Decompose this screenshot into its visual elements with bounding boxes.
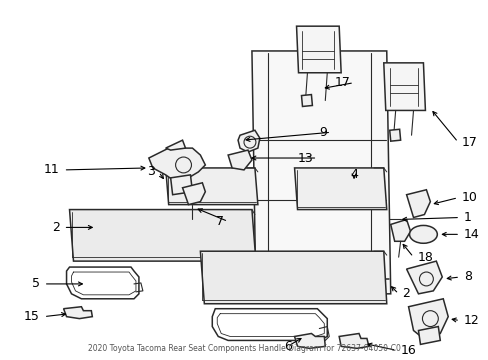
Polygon shape [165,168,257,204]
Text: 18: 18 [417,251,432,264]
Text: 13: 13 [297,152,313,165]
Polygon shape [294,333,325,348]
Polygon shape [69,210,255,261]
Ellipse shape [409,225,436,243]
Polygon shape [406,261,441,294]
Text: 17: 17 [461,136,477,149]
Polygon shape [406,190,429,217]
Text: 5: 5 [32,278,40,291]
Text: 3: 3 [146,165,155,179]
Text: 10: 10 [461,191,477,204]
Polygon shape [383,63,425,111]
Text: 9: 9 [319,126,326,139]
Text: 1: 1 [463,211,471,224]
Polygon shape [339,333,368,348]
Text: 16: 16 [400,344,416,357]
Polygon shape [389,129,400,141]
Text: 17: 17 [333,76,349,89]
Text: 11: 11 [44,163,60,176]
Text: 6: 6 [283,340,291,353]
Text: 7: 7 [216,215,224,228]
Text: 12: 12 [463,314,479,327]
Polygon shape [200,251,386,304]
Polygon shape [296,26,341,73]
Polygon shape [390,220,410,241]
Text: 8: 8 [463,270,471,283]
Text: 15: 15 [24,310,40,323]
Text: 2: 2 [52,221,60,234]
Text: 2020 Toyota Tacoma Rear Seat Components Handle Diagram for 72637-04050-C0: 2020 Toyota Tacoma Rear Seat Components … [88,344,400,353]
Polygon shape [294,168,386,210]
Polygon shape [251,51,390,294]
Polygon shape [148,148,205,182]
Text: 4: 4 [349,168,357,181]
Text: 14: 14 [463,228,479,241]
Polygon shape [63,307,92,319]
Text: 2: 2 [402,287,409,300]
Polygon shape [170,175,192,195]
Polygon shape [228,150,251,170]
Polygon shape [408,299,447,338]
Polygon shape [165,140,185,150]
Polygon shape [301,95,312,107]
Polygon shape [238,130,259,152]
Polygon shape [418,327,439,345]
Polygon shape [182,183,205,204]
